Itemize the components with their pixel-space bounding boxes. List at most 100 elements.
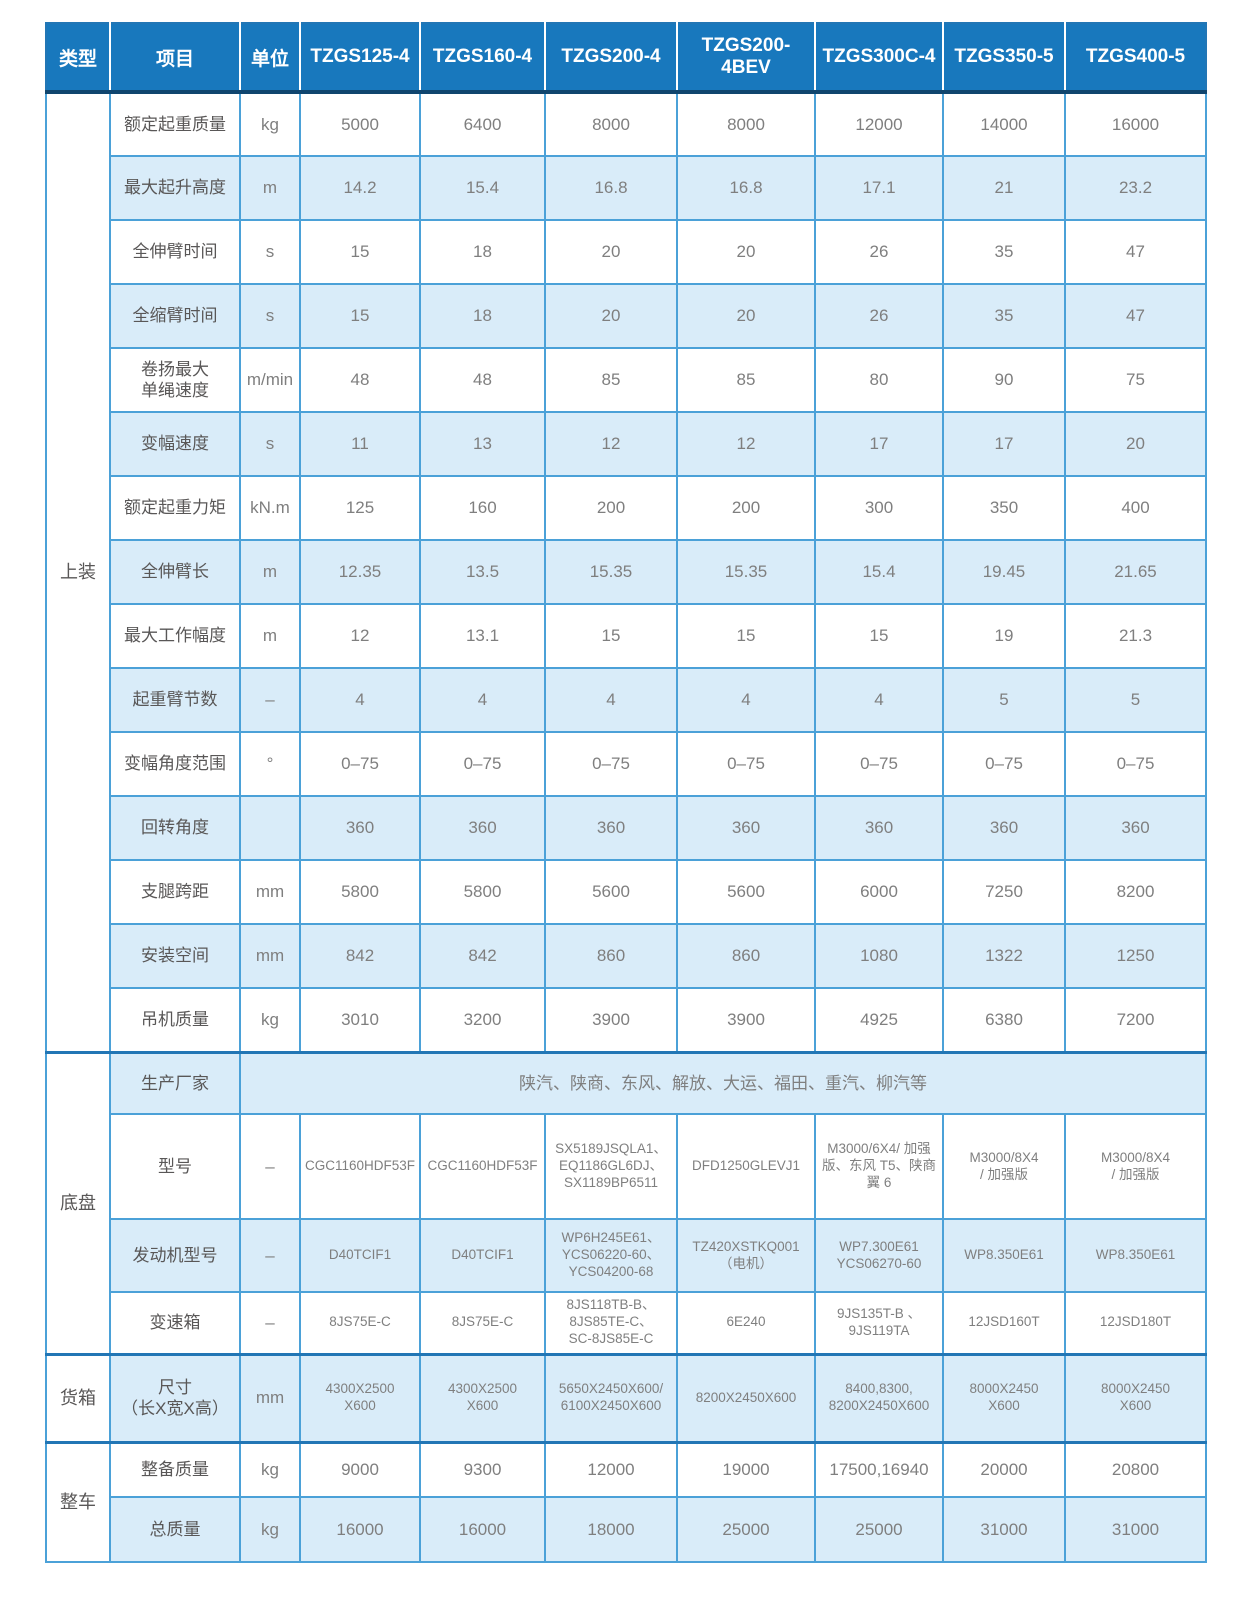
value-cell: 4300X2500 X600 xyxy=(419,1352,546,1443)
value-cell: 21.3 xyxy=(1064,603,1207,669)
table-row: 货箱 尺寸 （长X宽X高） mm 4300X2500 X600 4300X2500 X6… xyxy=(45,1352,1207,1443)
value-cell: 3900 xyxy=(544,987,678,1053)
item-label: 总质量 xyxy=(109,1496,241,1563)
item-label: 发动机型号 xyxy=(109,1218,241,1293)
value-cell: WP7.300E61 YCS06270-60 xyxy=(814,1218,944,1293)
value-cell: 8400,8300, 8200X2450X600 xyxy=(814,1352,944,1443)
value-cell: 85 xyxy=(676,347,816,413)
header-cell-model: TZGS125-4 xyxy=(299,23,420,94)
value-cell: 17 xyxy=(942,411,1066,477)
table-row: 全缩臂时间 s 15 18 20 20 26 35 47 xyxy=(46,283,1207,349)
value-cell: 3010 xyxy=(299,987,421,1053)
unit-cell: kg xyxy=(239,987,301,1053)
table-row: 额定起重力矩 kN.m 125 160 200 200 300 350 400 xyxy=(46,475,1207,541)
value-cell: M3000/8X4 / 加强版 xyxy=(1064,1113,1207,1220)
value-cell: 4 xyxy=(676,667,816,733)
value-cell: 5 xyxy=(1064,667,1207,733)
table-row: 型号 – CGC1160HDF53F CGC1160HDF53F SX5189JSQLA… xyxy=(46,1113,1207,1220)
value-cell: 13 xyxy=(419,411,546,477)
value-cell: 23.2 xyxy=(1064,155,1207,221)
value-cell: 15 xyxy=(299,219,421,285)
header-cell-model: TZGS400-5 xyxy=(1064,23,1206,94)
value-cell: 7200 xyxy=(1064,987,1207,1053)
table-row: 全伸臂长 m 12.35 13.5 15.35 15.35 15.4 19.45 21.65 xyxy=(46,539,1207,605)
value-cell: 860 xyxy=(544,923,678,989)
item-label: 回转角度 xyxy=(109,795,241,861)
value-cell: 842 xyxy=(419,923,546,989)
unit-cell: m xyxy=(239,603,301,669)
value-cell: 19 xyxy=(942,603,1066,669)
item-label: 全伸臂时间 xyxy=(109,219,241,285)
unit-cell: – xyxy=(239,1218,301,1293)
item-label: 安装空间 xyxy=(109,923,241,989)
value-cell: 20 xyxy=(1064,411,1207,477)
spec-table-body: 上装 额定起重质量 kg 5000 6400 8000 8000 12000 14000 1600… xyxy=(45,91,1207,1563)
value-cell: 8000 xyxy=(544,91,678,157)
value-cell: 125 xyxy=(299,475,421,541)
value-cell: 20 xyxy=(544,283,678,349)
table-row: 支腿跨距 mm 5800 5800 5600 5600 6000 7250 8200 xyxy=(46,859,1207,925)
value-cell: 18 xyxy=(419,219,546,285)
value-cell: 360 xyxy=(544,795,678,861)
value-cell: DFD1250GLEVJ1 xyxy=(676,1113,816,1220)
value-cell: WP8.350E61 xyxy=(1064,1218,1207,1293)
item-label: 生产厂家 xyxy=(109,1050,241,1115)
unit-cell: kg xyxy=(239,91,301,157)
value-cell: 4 xyxy=(544,667,678,733)
unit-cell: – xyxy=(239,1291,301,1355)
value-cell: 1322 xyxy=(942,923,1066,989)
value-cell: 8200 xyxy=(1064,859,1207,925)
table-row: 起重臂节数 –4 4 4 4 4 5 5 xyxy=(46,667,1207,733)
value-cell: 5 xyxy=(942,667,1066,733)
value-cell: 11 xyxy=(299,411,421,477)
value-cell: 8000X2450 X600 xyxy=(942,1352,1066,1443)
unit-cell: kg xyxy=(239,1440,301,1498)
item-label: 变幅速度 xyxy=(109,411,241,477)
value-cell: 12 xyxy=(676,411,816,477)
header-row: 类型 项目 单位 TZGS125-4 TZGS160-4 TZGS200-4 T… xyxy=(46,23,1206,94)
item-label: 最大工作幅度 xyxy=(109,603,241,669)
table-row: 吊机质量 kg 3010 3200 3900 3900 4925 6380 7200 xyxy=(46,987,1207,1053)
value-cell: D40TCIF1 xyxy=(299,1218,421,1293)
value-cell: 0–75 xyxy=(942,731,1066,797)
unit-cell: s xyxy=(239,283,301,349)
value-cell: 21.65 xyxy=(1064,539,1207,605)
value-cell: WP6H245E61、 YCS06220-60、 YCS04200-68 xyxy=(544,1218,678,1293)
value-cell: 0–75 xyxy=(814,731,944,797)
value-cell: 31000 xyxy=(942,1496,1066,1563)
value-cell: SX5189JSQLA1、 EQ1186GL6DJ、 SX1189BP6511 xyxy=(544,1113,678,1220)
item-label: 变速箱 xyxy=(109,1291,241,1355)
table-row: 卷扬最大 单绳速度 m/min 48 48 85 85 80 90 75 xyxy=(46,347,1207,413)
value-cell: 75 xyxy=(1064,347,1207,413)
value-cell: CGC1160HDF53F xyxy=(419,1113,546,1220)
value-cell: 17 xyxy=(814,411,944,477)
value-cell: 48 xyxy=(419,347,546,413)
value-cell: 3900 xyxy=(676,987,816,1053)
value-cell: 5800 xyxy=(419,859,546,925)
value-cell: 0–75 xyxy=(419,731,546,797)
value-cell: 16000 xyxy=(1064,91,1207,157)
value-cell: 842 xyxy=(299,923,421,989)
table-row: 全伸臂时间 s 15 18 20 20 26 35 47 xyxy=(46,219,1207,285)
header-cell-model: TZGS300C-4 xyxy=(814,23,943,94)
item-label: 尺寸 （长X宽X高） xyxy=(109,1352,241,1443)
value-cell: 15.35 xyxy=(544,539,678,605)
value-cell: 8000X2450 X600 xyxy=(1064,1352,1207,1443)
value-cell: 16.8 xyxy=(544,155,678,221)
unit-cell: – xyxy=(239,1113,301,1220)
value-cell: 25000 xyxy=(676,1496,816,1563)
unit-cell: m xyxy=(239,155,301,221)
value-cell: 360 xyxy=(299,795,421,861)
value-cell: 12000 xyxy=(814,91,944,157)
unit-cell: mm xyxy=(239,859,301,925)
value-cell: 350 xyxy=(942,475,1066,541)
item-label: 最大起升高度 xyxy=(109,155,241,221)
header-cell-item: 项目 xyxy=(109,23,240,94)
item-label: 支腿跨距 xyxy=(109,859,241,925)
value-cell: 35 xyxy=(942,283,1066,349)
value-cell: 12.35 xyxy=(299,539,421,605)
value-cell: 35 xyxy=(942,219,1066,285)
value-cell: 16.8 xyxy=(676,155,816,221)
value-cell: 15.35 xyxy=(676,539,816,605)
value-cell: 5000 xyxy=(299,91,421,157)
